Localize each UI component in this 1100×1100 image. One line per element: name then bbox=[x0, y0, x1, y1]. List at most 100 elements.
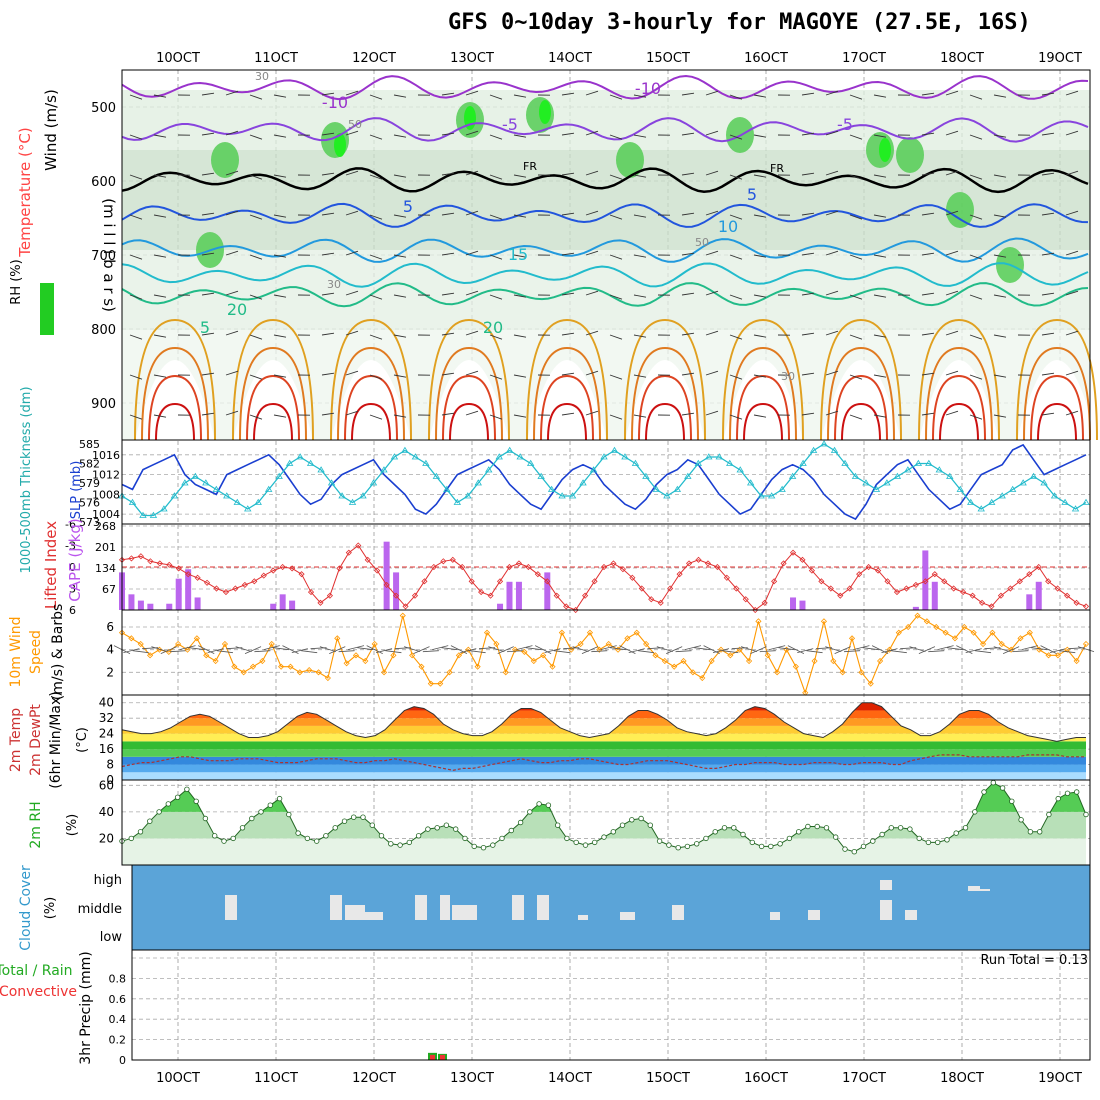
wind-speed-point bbox=[764, 652, 771, 659]
li-point bbox=[893, 589, 901, 596]
wind-barb bbox=[1041, 372, 1055, 376]
ylabel-temp2m: (6hr Min/Max) bbox=[48, 691, 64, 788]
li-point bbox=[1082, 603, 1090, 610]
temperature-contour bbox=[121, 282, 1089, 308]
li-point bbox=[629, 574, 636, 581]
contour-label: -10 bbox=[635, 79, 661, 98]
thickness-point bbox=[788, 472, 797, 479]
wind-barb-10m bbox=[675, 650, 692, 653]
wind-barb-10m bbox=[516, 645, 533, 651]
wind-barb bbox=[681, 172, 695, 176]
contour-label: 20 bbox=[483, 318, 503, 337]
cloud-bar bbox=[345, 905, 365, 920]
li-point bbox=[997, 592, 1005, 599]
thickness-point bbox=[767, 492, 776, 499]
wind-barb bbox=[561, 292, 575, 296]
thickness-point bbox=[233, 498, 241, 505]
ylabel-temp2m: 2m Temp bbox=[8, 708, 24, 772]
x-tick-bottom: 15OCT bbox=[646, 1071, 690, 1086]
y-tick-rh: 40 bbox=[99, 805, 114, 819]
warm-contour bbox=[820, 318, 902, 441]
wind-barb bbox=[921, 372, 935, 376]
wind-barb bbox=[849, 214, 863, 220]
wind-speed-point bbox=[633, 629, 640, 636]
wind-barb bbox=[825, 130, 839, 136]
ylabel-mb: (m i l l i b a r s) bbox=[100, 198, 118, 312]
contour-label: 10 bbox=[718, 217, 738, 236]
x-tick-bottom: 11OCT bbox=[254, 1071, 298, 1086]
dry-wedge bbox=[527, 360, 607, 440]
contour-label: 30 bbox=[327, 278, 341, 291]
rh-point bbox=[972, 809, 978, 815]
rh-point bbox=[415, 833, 422, 839]
rh-point bbox=[833, 834, 839, 840]
rh-point bbox=[916, 835, 922, 842]
wind-barb-10m bbox=[460, 648, 477, 654]
rh-point bbox=[1018, 817, 1024, 823]
cape-bar bbox=[931, 581, 938, 610]
wind-barb bbox=[681, 292, 695, 296]
rh-point bbox=[230, 835, 236, 842]
rh-point bbox=[601, 834, 607, 840]
wind-barb bbox=[513, 294, 527, 298]
wind-barb-10m bbox=[853, 645, 870, 651]
wind-barb bbox=[825, 210, 839, 216]
li-point bbox=[667, 585, 674, 592]
x-tick-top: 15OCT bbox=[646, 51, 690, 66]
ylabel-temp: Temperature (°C) bbox=[16, 127, 34, 257]
dry-wedge bbox=[919, 360, 999, 440]
warm-contour bbox=[1037, 402, 1077, 441]
wind-barb bbox=[513, 214, 527, 218]
wind-barb bbox=[369, 294, 383, 300]
rh-point bbox=[323, 833, 329, 839]
wind-barb bbox=[945, 330, 959, 336]
thickness-point bbox=[422, 459, 430, 466]
wind-barb bbox=[1041, 252, 1055, 256]
y-tick-slp: 1008 bbox=[92, 488, 120, 501]
y-tick-mb: 600 bbox=[91, 175, 116, 190]
cloud-bar bbox=[578, 915, 588, 920]
cape-bar bbox=[279, 594, 286, 610]
wind-barb-10m bbox=[179, 645, 196, 651]
warm-contour bbox=[722, 318, 804, 441]
wind-barb-10m bbox=[132, 650, 149, 654]
wind-speed-point bbox=[596, 646, 603, 653]
thickness-point bbox=[956, 485, 964, 492]
wind-barb bbox=[465, 290, 479, 296]
wind-barb bbox=[729, 174, 743, 180]
wind-speed-point bbox=[362, 657, 369, 665]
cape-bar bbox=[383, 541, 390, 610]
thickness-point bbox=[820, 440, 828, 447]
wind-barb bbox=[1065, 290, 1079, 296]
li-point bbox=[638, 585, 645, 592]
rh-point bbox=[490, 842, 496, 848]
y-tick-slp: 1004 bbox=[92, 508, 120, 521]
thickness-point bbox=[474, 479, 482, 486]
wind-barb bbox=[273, 214, 287, 218]
li-point bbox=[837, 592, 844, 599]
cloud-bar bbox=[225, 895, 237, 920]
wind-barb bbox=[321, 372, 335, 376]
temperature-contour bbox=[121, 74, 1089, 101]
wind-speed-point bbox=[446, 669, 453, 676]
wind-barb-10m bbox=[778, 647, 795, 651]
rh-point bbox=[351, 814, 357, 820]
wind-barb bbox=[681, 252, 695, 256]
y-tick-thickness: 573 bbox=[79, 516, 100, 529]
thickness-point bbox=[1082, 498, 1090, 505]
wind-barb-10m bbox=[1012, 650, 1029, 653]
wind-speed-point bbox=[147, 652, 154, 659]
wind-barb-10m bbox=[1021, 645, 1038, 651]
dry-wedge bbox=[723, 360, 803, 440]
cape-bar bbox=[137, 600, 144, 610]
wind-barb bbox=[1065, 90, 1079, 96]
y-tick-temp: 0 bbox=[106, 773, 114, 787]
wind-speed-point bbox=[371, 640, 378, 648]
wind-barb-10m bbox=[525, 647, 542, 651]
warm-contour bbox=[134, 318, 216, 441]
wind-speed-point bbox=[979, 640, 987, 648]
x-tick-top: 11OCT bbox=[254, 51, 298, 66]
wind-barb bbox=[969, 294, 983, 300]
wind-barb-10m bbox=[273, 647, 290, 651]
thickness-point bbox=[432, 472, 441, 479]
